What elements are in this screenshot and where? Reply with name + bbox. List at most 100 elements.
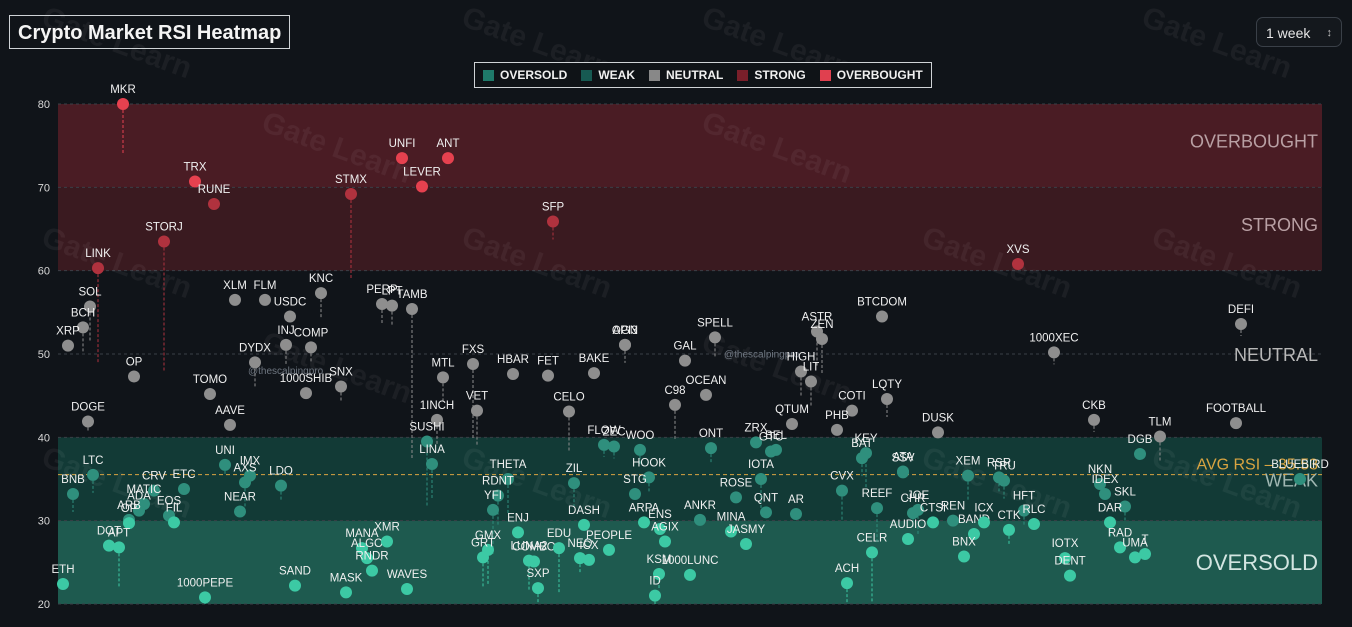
rsi-point-reef: [871, 502, 883, 515]
rsi-point-iotx: [1059, 552, 1071, 565]
rsi-point-sfp: [547, 215, 559, 228]
rsi-point-hft: [1018, 504, 1030, 517]
rsi-point-label: COMBO: [512, 542, 556, 554]
rsi-point-label: VET: [466, 391, 488, 403]
rsi-point-neo: [574, 552, 586, 565]
rsi-point-dydx: [249, 356, 261, 369]
rsi-point-label: MINA: [717, 512, 746, 524]
rsi-point-label: CHR: [901, 493, 926, 505]
rsi-point-label: TLM: [1149, 417, 1172, 429]
rsi-point-label: MTL: [432, 357, 456, 369]
rsi-point-vet: [471, 404, 483, 417]
legend-label: OVERBOUGHT: [836, 68, 923, 82]
rsi-point-waves: [401, 583, 413, 595]
rsi-point-lit: [805, 375, 817, 388]
rsi-point-celo: [563, 405, 575, 418]
rsi-point-label: OCEAN: [686, 375, 727, 387]
rsi-point-label: DENT: [1054, 556, 1085, 568]
rsi-point-1inch: [431, 413, 443, 426]
rsi-point-ksm: [653, 568, 665, 580]
rsi-point-coti: [846, 404, 858, 417]
y-tick-label: 80: [38, 99, 50, 111]
rsi-point-high: [795, 365, 807, 378]
rsi-point-label: BLUEBIRD: [1271, 459, 1329, 471]
rsi-point-label: IOTX: [1052, 538, 1079, 550]
rsi-point-bnb: [67, 488, 79, 500]
rsi-point-op: [128, 370, 140, 383]
rsi-point-label: DASH: [568, 505, 600, 517]
legend-item-oversold[interactable]: OVERSOLD: [483, 68, 567, 82]
rsi-point-label: NEAR: [224, 492, 256, 504]
rsi-point-label: XEM: [956, 456, 981, 468]
legend-item-overbought[interactable]: OVERBOUGHT: [819, 68, 923, 82]
rsi-point-label: WAVES: [387, 569, 428, 581]
rsi-point-label: SPELL: [697, 317, 733, 329]
period-select[interactable]: 1 week ↕: [1256, 17, 1342, 47]
rsi-point-label: UNFI: [389, 138, 416, 150]
rsi-point-label: EDU: [547, 528, 571, 540]
rsi-point-label: NEO: [568, 538, 593, 550]
rsi-point-label: SKL: [1114, 487, 1136, 499]
rsi-point-agix: [659, 535, 671, 548]
rsi-point-label: LIT: [803, 362, 820, 374]
legend-item-weak[interactable]: WEAK: [581, 68, 635, 82]
rsi-point-label: FIL: [166, 502, 183, 514]
rsi-point-fet: [542, 369, 554, 382]
rsi-point-iota: [755, 473, 767, 485]
rsi-point-label: LQTY: [872, 379, 902, 391]
rsi-point-xrp: [62, 339, 74, 352]
rsi-point-label: RNDR: [355, 551, 388, 563]
rsi-point-label: RUNE: [198, 184, 231, 196]
rsi-point-stg: [629, 488, 641, 500]
legend-item-strong[interactable]: STRONG: [737, 68, 806, 82]
rsi-point-chr: [907, 507, 919, 520]
rsi-point-dot: [103, 539, 115, 552]
rsi-point-label: ALGO: [351, 538, 383, 550]
rsi-point-jasmy: [740, 538, 752, 550]
legend-item-neutral[interactable]: NEUTRAL: [649, 68, 723, 82]
rsi-point-api3: [619, 338, 631, 351]
rsi-point-label: MANA: [345, 528, 379, 540]
rsi-point-aave: [224, 418, 236, 431]
rsi-point-label: SAND: [279, 566, 311, 578]
rsi-point-rad: [1114, 541, 1126, 554]
rsi-point-label: 1000SHIB: [280, 373, 333, 385]
rsi-point-label: DOGE: [71, 402, 105, 414]
rsi-point-label: LUNA2: [510, 541, 547, 553]
rsi-point-zil: [568, 477, 580, 490]
y-tick-label: 40: [38, 432, 50, 444]
rsi-point-label: KEY: [854, 433, 877, 445]
rsi-point-flm: [259, 293, 271, 306]
rsi-point-label: ROSE: [720, 477, 753, 489]
rsi-point-spell: [709, 331, 721, 344]
rsi-point-woo: [634, 443, 646, 456]
rsi-point-label: GAL: [673, 341, 697, 353]
rsi-point-sand: [289, 579, 301, 592]
rsi-point-1000xec: [1048, 346, 1060, 359]
rsi-point-label: MASK: [330, 572, 363, 584]
rsi-point-label: FET: [537, 356, 559, 368]
rsi-point-bake: [588, 367, 600, 380]
rsi-point-skl: [1119, 500, 1131, 513]
rsi-point-label: ANT: [437, 138, 460, 150]
rsi-point-lpt: [386, 299, 398, 312]
rsi-point-gal: [679, 354, 691, 367]
zone-band-weak: [58, 437, 1322, 521]
rsi-point-label: GTC: [759, 432, 783, 444]
rsi-point-label: XVS: [1006, 244, 1029, 256]
rsi-point-ren: [947, 514, 959, 527]
rsi-point-label: APT: [108, 527, 130, 539]
rsi-point-icx2: [978, 516, 990, 529]
rsi-point-label: UMA: [1122, 537, 1148, 549]
y-tick-label: 20: [38, 599, 50, 611]
rsi-point-audio: [902, 533, 914, 545]
rsi-point-phb: [831, 423, 843, 436]
rsi-point-mkr: [117, 98, 129, 110]
rsi-point-label: ARB: [117, 500, 141, 512]
rsi-point-label: XLM: [223, 280, 247, 292]
rsi-point-knc: [315, 287, 327, 300]
rsi-point-rdnt: [492, 489, 504, 502]
rsi-point-label: LINA: [419, 444, 445, 456]
rsi-point-sol: [84, 300, 96, 313]
rsi-point-snx: [335, 380, 347, 393]
